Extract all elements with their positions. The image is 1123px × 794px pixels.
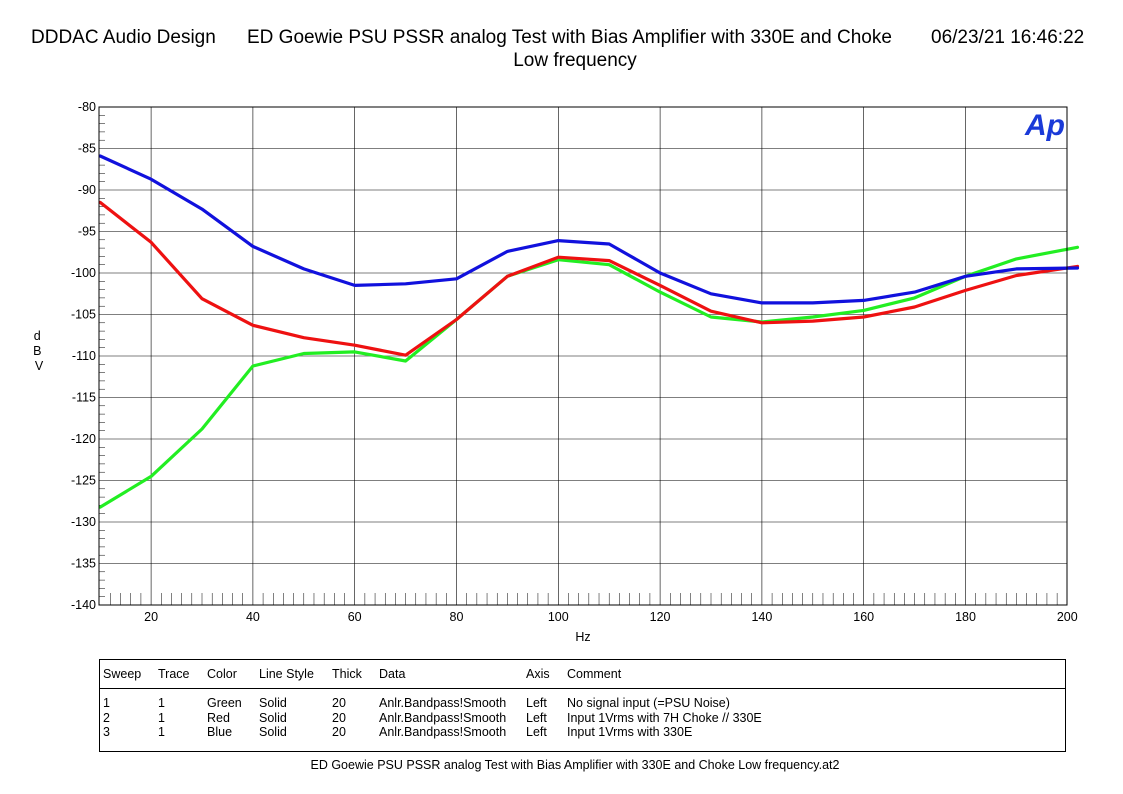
y-tick-label: -140 <box>71 598 96 612</box>
series-line-1 <box>98 245 1080 509</box>
x-tick-label: 160 <box>853 610 874 624</box>
x-tick-label: 20 <box>144 610 158 624</box>
y-tick-label: -90 <box>78 183 96 197</box>
legend-header: Sweep <box>103 667 142 681</box>
x-tick-label: 120 <box>650 610 671 624</box>
y-tick-label: -105 <box>71 308 96 322</box>
legend-header: Line Style <box>259 667 314 681</box>
y-tick-label: -115 <box>72 391 96 405</box>
x-tick-label: 140 <box>751 610 772 624</box>
legend-cell: 20 <box>332 710 346 725</box>
legend-cell: Left <box>526 710 547 725</box>
y-tick-label: -110 <box>72 349 96 363</box>
y-tick-label: -125 <box>71 474 96 488</box>
legend-cell: Blue <box>207 725 233 739</box>
legend-cell: Left <box>526 725 547 739</box>
legend-cell: 1 <box>103 696 110 710</box>
ap-logo: Ap <box>1024 109 1065 142</box>
legend-cell: Input 1Vrms with 7H Choke // 330E <box>567 710 762 725</box>
legend-header: Axis <box>526 667 550 681</box>
legend-cell: Anlr.Bandpass!Smooth <box>379 725 507 739</box>
legend-divider <box>100 688 1065 689</box>
y-tick-label: -100 <box>71 266 96 280</box>
legend-header: Data <box>379 667 406 681</box>
y-tick-label: -135 <box>71 557 96 571</box>
legend-cell: Solid <box>259 696 287 710</box>
legend-cell: Solid <box>259 710 287 725</box>
x-axis-label: Hz <box>575 630 590 644</box>
legend-cell: 20 <box>332 696 346 710</box>
legend-cell: 3 <box>103 725 110 739</box>
x-tick-label: 60 <box>348 610 362 624</box>
x-tick-label: 200 <box>1057 610 1078 624</box>
legend-header: Comment <box>567 667 622 681</box>
sweep-legend-table: Sweep Trace Color Line Style Thick Data Axis Co… <box>99 659 1066 752</box>
legend-cell: 2 <box>103 710 110 725</box>
series-lines <box>98 154 1080 509</box>
y-tick-label: -95 <box>78 225 96 239</box>
grid <box>99 107 1067 605</box>
x-tick-label: 80 <box>450 610 464 624</box>
y-tick-label: -130 <box>71 515 96 529</box>
chart-datetime: 06/23/21 16:46:22 <box>931 27 1085 48</box>
y-tick-labels: -80 -85 -90 -95 -100 -105 -110 -115 -120 -125 -130… <box>71 100 96 612</box>
legend-cell: 20 <box>332 725 346 739</box>
legend-cell: No signal input (=PSU Noise) <box>567 696 730 710</box>
legend-cell: Solid <box>259 725 287 739</box>
chart-subtitle: Low frequency <box>513 50 637 71</box>
y-axis-label: d B V <box>33 329 45 373</box>
legend-cell: Anlr.Bandpass!Smooth <box>379 696 507 710</box>
legend-cell: Anlr.Bandpass!Smooth <box>379 710 507 725</box>
x-tick-label: 180 <box>955 610 976 624</box>
line-chart: -80 -85 -90 -95 -100 -105 -110 -115 -120 -125 -130… <box>33 100 1080 644</box>
company-name: DDDAC Audio Design <box>31 27 216 48</box>
chart-title: ED Goewie PSU PSSR analog Test with Bias… <box>247 27 892 48</box>
x-tick-labels: 20 40 60 80 100 120 140 160 180 200 <box>144 610 1078 624</box>
x-tick-label: 100 <box>548 610 569 624</box>
series-line-2 <box>98 200 1080 357</box>
y-tick-label: -120 <box>71 432 96 446</box>
x-tick-label: 40 <box>246 610 260 624</box>
legend-cell: 1 <box>158 725 165 739</box>
legend-cell: 1 <box>158 696 165 710</box>
y-tick-label: -80 <box>78 100 96 114</box>
file-name-footer: ED Goewie PSU PSSR analog Test with Bias… <box>310 758 840 772</box>
legend-cell: Green <box>207 696 242 710</box>
series-line-3 <box>98 154 1080 305</box>
legend-header: Thick <box>332 667 362 681</box>
legend-cell: 1 <box>158 710 165 725</box>
legend-cell: Input 1Vrms with 330E <box>567 725 693 739</box>
legend-header: Trace <box>158 667 190 681</box>
y-tick-label: -85 <box>78 142 96 156</box>
legend-cell: Red <box>207 710 230 725</box>
plot-frame <box>98 106 1068 606</box>
legend-cell: Left <box>526 696 547 710</box>
legend-header: Color <box>207 667 237 681</box>
minor-ticks <box>99 115 1058 605</box>
